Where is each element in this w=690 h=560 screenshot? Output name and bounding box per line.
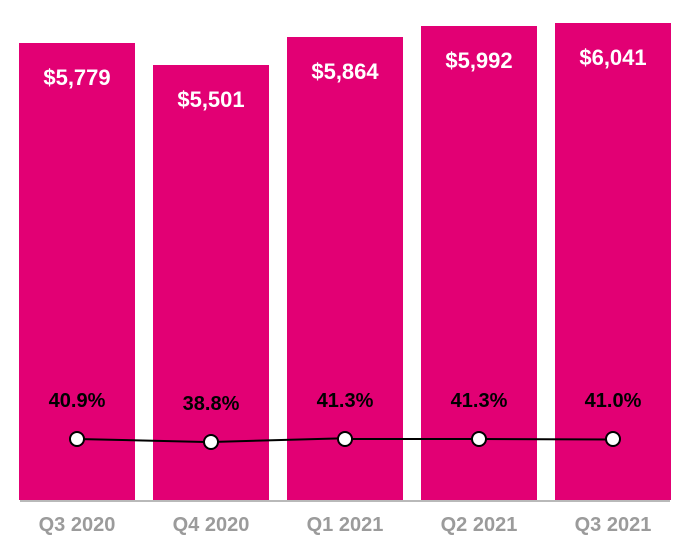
bar-value-label: $5,864 [287,59,403,85]
line-marker [471,431,487,447]
pct-label: 38.8% [153,393,269,416]
line-segment [479,438,613,440]
plot-area: $5,779 40.9% $5,501 38.8% $5,864 41.3% $5,992 4… [20,10,670,502]
line-marker [337,431,353,447]
pct-label: 40.9% [19,390,135,413]
bar-value-label: $6,041 [555,45,671,71]
x-tick-label: Q4 2020 [153,514,269,537]
line-segment [345,438,479,440]
x-tick-label: Q1 2021 [287,514,403,537]
revenue-margin-chart: $5,779 40.9% $5,501 38.8% $5,864 41.3% $5,992 4… [0,0,690,560]
x-tick-label: Q3 2021 [555,514,671,537]
x-tick-label: Q2 2021 [421,514,537,537]
line-marker [203,434,219,450]
bar-value-label: $5,501 [153,87,269,113]
bar-value-label: $5,779 [19,65,135,91]
x-axis: Q3 2020 Q4 2020 Q1 2021 Q2 2021 Q3 2021 [20,502,670,550]
line-marker [605,431,621,447]
pct-label: 41.3% [421,390,537,413]
bar: $6,041 [555,23,671,500]
line-marker [69,431,85,447]
bar: $5,992 [421,26,537,500]
x-tick-label: Q3 2020 [19,514,135,537]
bar-value-label: $5,992 [421,48,537,74]
pct-label: 41.3% [287,390,403,413]
pct-label: 41.0% [555,390,671,413]
